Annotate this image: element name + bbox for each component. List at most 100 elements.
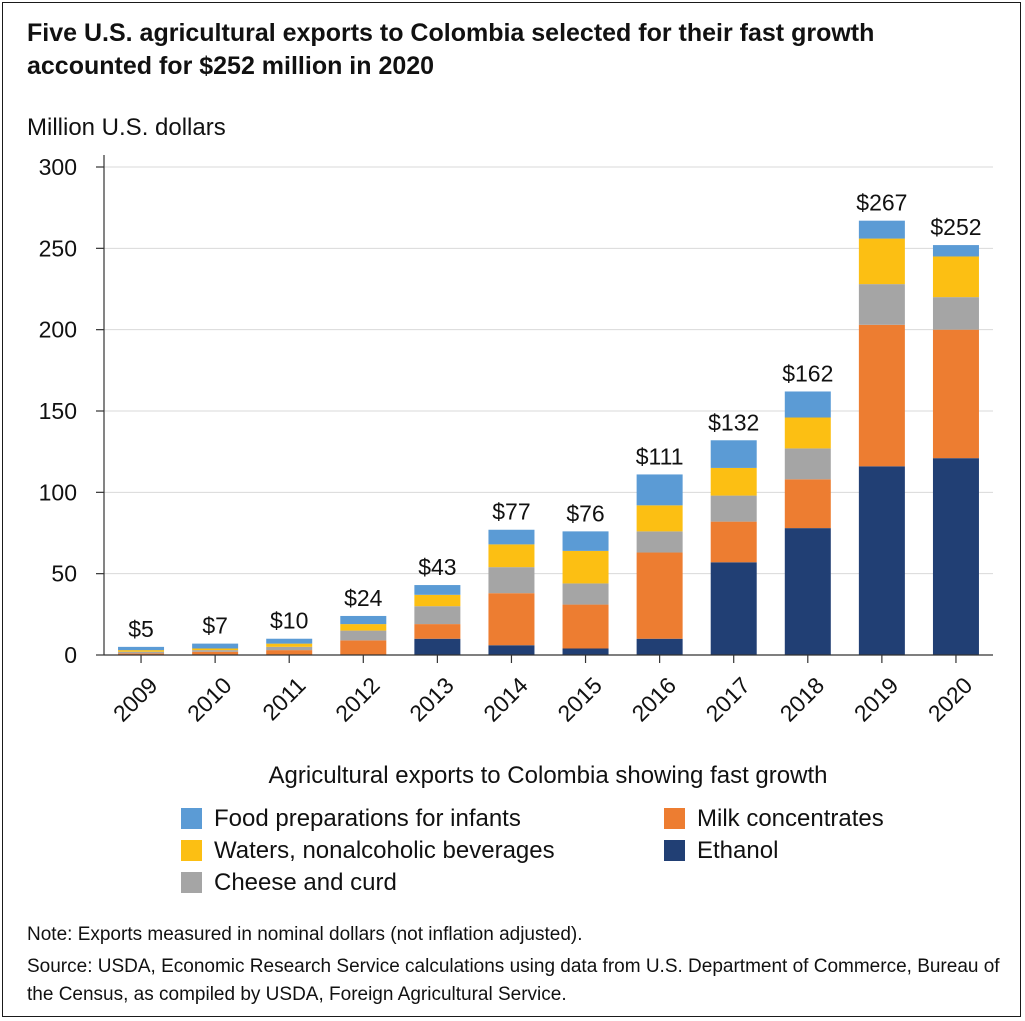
y-tick-label: 300 <box>39 154 77 180</box>
total-label: $267 <box>856 190 907 216</box>
y-tick-label: 100 <box>39 479 77 505</box>
bar-segment-milk-concentrates <box>562 604 609 649</box>
y-tick-label: 50 <box>51 561 77 587</box>
y-tick-labels: 0 50 100 150 200 250 300 <box>39 154 77 668</box>
y-tick-label: 250 <box>39 235 77 261</box>
total-labels: $5 $7 $10 $24 $43 $77 $76 $111 $132 $162 $267 $252 <box>128 190 981 642</box>
bar-segment-cheese-and-curd <box>784 448 831 480</box>
bar-segment-food-preparations-for-infants <box>488 529 535 545</box>
bar-segment-food-preparations-for-infants <box>192 643 239 649</box>
legend-swatch <box>181 840 202 861</box>
total-label: $24 <box>344 585 383 611</box>
legend: Food preparations for infants Milk conce… <box>181 805 961 905</box>
x-tick-label: 2019 <box>849 672 904 727</box>
total-label: $76 <box>566 500 604 526</box>
legend-item-ethanol: Ethanol <box>664 837 778 865</box>
bar-segment-milk-concentrates <box>858 324 905 467</box>
bar-segment-milk-concentrates <box>636 552 683 639</box>
gridlines <box>96 166 993 656</box>
bar-segment-food-preparations-for-infants <box>340 615 387 625</box>
total-label: $132 <box>708 409 759 435</box>
legend-label: Waters, nonalcoholic beverages <box>214 837 555 864</box>
bar-segment-ethanol <box>710 562 757 655</box>
bar-segment-cheese-and-curd <box>488 567 535 594</box>
bar-segment-cheese-and-curd <box>414 606 461 625</box>
bar-segment-waters-nonalcoholic-beverages <box>932 256 979 298</box>
bar-segment-waters-nonalcoholic-beverages <box>340 624 387 631</box>
bar-segment-waters-nonalcoholic-beverages <box>414 594 461 607</box>
legend-label: Cheese and curd <box>214 869 397 896</box>
legend-label: Ethanol <box>697 837 779 864</box>
bar-segment-milk-concentrates <box>414 624 461 639</box>
note-text: Note: Exports measured in nominal dollar… <box>27 924 583 945</box>
legend-item-milk-concentrates: Milk concentrates <box>664 805 884 833</box>
bars <box>118 220 979 655</box>
bar-segment-waters-nonalcoholic-beverages <box>562 550 609 584</box>
bar-segment-ethanol <box>414 638 461 655</box>
bar-segment-food-preparations-for-infants <box>932 245 979 257</box>
bar-segment-cheese-and-curd <box>192 650 239 652</box>
bar-segment-food-preparations-for-infants <box>414 585 461 595</box>
bar-segment-cheese-and-curd <box>562 583 609 605</box>
bar-segment-cheese-and-curd <box>858 284 905 325</box>
source-text: Source: USDA, Economic Research Service … <box>27 956 1000 1005</box>
legend-swatch <box>181 872 202 893</box>
bar-segment-waters-nonalcoholic-beverages <box>266 643 313 647</box>
bar-segment-waters-nonalcoholic-beverages <box>710 467 757 496</box>
x-tick-label: 2012 <box>330 672 385 727</box>
bar-segment-cheese-and-curd <box>118 651 165 654</box>
total-label: $77 <box>492 499 530 525</box>
bar-segment-milk-concentrates <box>488 593 535 646</box>
x-tick-label: 2017 <box>701 672 756 727</box>
bar-segment-milk-concentrates <box>192 651 239 655</box>
x-tick-label: 2016 <box>626 672 681 727</box>
legend-item-food-preparations-for-infants: Food preparations for infants <box>181 805 521 833</box>
y-tick-label: 0 <box>64 642 77 668</box>
bar-segment-food-preparations-for-infants <box>858 220 905 239</box>
bar-segment-milk-concentrates <box>932 329 979 459</box>
bar-segment-ethanol <box>858 466 905 655</box>
bar-segment-food-preparations-for-infants <box>636 474 683 506</box>
bar-segment-food-preparations-for-infants <box>784 391 831 418</box>
bar-segment-waters-nonalcoholic-beverages <box>858 238 905 285</box>
bar-segment-waters-nonalcoholic-beverages <box>488 544 535 568</box>
legend-label: Food preparations for infants <box>214 805 521 832</box>
bar-segment-waters-nonalcoholic-beverages <box>192 648 239 651</box>
total-label: $10 <box>270 608 308 634</box>
total-label: $5 <box>128 616 154 642</box>
x-tick-label: 2018 <box>775 672 830 727</box>
bar-segment-food-preparations-for-infants <box>562 531 609 551</box>
bar-segment-cheese-and-curd <box>932 297 979 330</box>
x-tick-label: 2015 <box>552 672 607 727</box>
bar-segment-milk-concentrates <box>340 640 387 655</box>
legend-label: Milk concentrates <box>697 805 884 832</box>
stacked-bar-chart: Million U.S. dollars 050100150200250300 … <box>27 114 993 789</box>
bar-segment-milk-concentrates <box>784 479 831 529</box>
total-label: $162 <box>782 360 833 386</box>
x-tick-label: 2014 <box>478 672 533 727</box>
legend-swatch <box>181 808 202 829</box>
total-label: $252 <box>930 214 981 240</box>
legend-item-waters-nonalcoholic-beverages: Waters, nonalcoholic beverages <box>181 837 555 865</box>
notes: Note: Exports measured in nominal dollar… <box>27 921 1017 1009</box>
y-tick-label: 200 <box>39 317 77 343</box>
y-tick-label: 150 <box>39 398 77 424</box>
bar-segment-ethanol <box>932 458 979 655</box>
x-tick-label: 2020 <box>923 672 978 727</box>
legend-swatch <box>664 840 685 861</box>
x-tick-label: 2009 <box>108 672 163 727</box>
y-axis-title: Million U.S. dollars <box>27 114 226 141</box>
x-tick-label: 2010 <box>182 672 237 727</box>
x-tick-labels: 2009 2010 2011 2012 2013 2014 2015 2016 2017 2018… <box>108 655 977 727</box>
total-label: $7 <box>202 613 228 639</box>
bar-segment-waters-nonalcoholic-beverages <box>118 650 165 652</box>
x-tick-label: 2011 <box>257 672 310 725</box>
bar-segment-milk-concentrates <box>266 650 313 655</box>
bar-segment-cheese-and-curd <box>266 646 313 651</box>
bar-segment-food-preparations-for-infants <box>710 440 757 468</box>
bar-segment-cheese-and-curd <box>340 630 387 641</box>
bar-segment-ethanol <box>488 645 535 655</box>
bar-segment-ethanol <box>562 648 609 655</box>
bar-segment-milk-concentrates <box>118 653 165 655</box>
